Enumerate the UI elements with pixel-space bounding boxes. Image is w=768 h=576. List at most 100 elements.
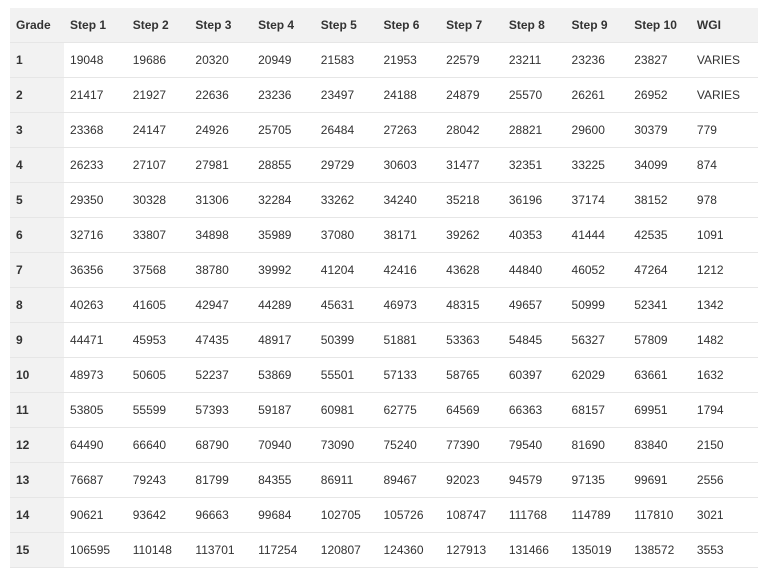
step-cell: 96663	[189, 498, 252, 533]
step-cell: 38171	[377, 218, 440, 253]
step-cell: 21927	[127, 78, 190, 113]
col-wgi: WGI	[691, 8, 758, 43]
grade-cell: 15	[10, 533, 64, 568]
step-cell: 110148	[127, 533, 190, 568]
step-cell: 19048	[64, 43, 127, 78]
step-cell: 41444	[566, 218, 629, 253]
step-cell: 60981	[315, 393, 378, 428]
table-row: 1190481968620320209492158321953225792321…	[10, 43, 758, 78]
step-cell: 30603	[377, 148, 440, 183]
step-cell: 93642	[127, 498, 190, 533]
grade-cell: 14	[10, 498, 64, 533]
step-cell: 56327	[566, 323, 629, 358]
step-cell: 44840	[503, 253, 566, 288]
step-cell: 44471	[64, 323, 127, 358]
step-cell: 42535	[628, 218, 691, 253]
step-cell: 113701	[189, 533, 252, 568]
step-cell: 47435	[189, 323, 252, 358]
step-cell: 44289	[252, 288, 315, 323]
step-cell: 33262	[315, 183, 378, 218]
step-cell: 76687	[64, 463, 127, 498]
step-cell: 20949	[252, 43, 315, 78]
step-cell: 106595	[64, 533, 127, 568]
wgi-cell: 779	[691, 113, 758, 148]
table-row: 1490621936429666399684102705105726108747…	[10, 498, 758, 533]
step-cell: 53363	[440, 323, 503, 358]
step-cell: 36356	[64, 253, 127, 288]
step-cell: 73090	[315, 428, 378, 463]
step-cell: 117810	[628, 498, 691, 533]
table-row: 7363563756838780399924120442416436284484…	[10, 253, 758, 288]
step-cell: 29350	[64, 183, 127, 218]
step-cell: 34898	[189, 218, 252, 253]
step-cell: 99691	[628, 463, 691, 498]
step-cell: 25570	[503, 78, 566, 113]
col-step-9: Step 9	[566, 8, 629, 43]
step-cell: 27981	[189, 148, 252, 183]
step-cell: 50399	[315, 323, 378, 358]
table-row: 4262332710727981288552972930603314773235…	[10, 148, 758, 183]
step-cell: 99684	[252, 498, 315, 533]
step-cell: 26484	[315, 113, 378, 148]
step-cell: 55501	[315, 358, 378, 393]
wgi-cell: VARIES	[691, 78, 758, 113]
step-cell: 92023	[440, 463, 503, 498]
table-row: 1376687792438179984355869118946792023945…	[10, 463, 758, 498]
step-cell: 70940	[252, 428, 315, 463]
col-step-10: Step 10	[628, 8, 691, 43]
step-cell: 33225	[566, 148, 629, 183]
step-cell: 48315	[440, 288, 503, 323]
table-row: 5293503032831306322843326234240352183619…	[10, 183, 758, 218]
step-cell: 75240	[377, 428, 440, 463]
step-cell: 54845	[503, 323, 566, 358]
col-step-7: Step 7	[440, 8, 503, 43]
step-cell: 57393	[189, 393, 252, 428]
step-cell: 35218	[440, 183, 503, 218]
step-cell: 83840	[628, 428, 691, 463]
grade-cell: 5	[10, 183, 64, 218]
step-cell: 32716	[64, 218, 127, 253]
step-cell: 27107	[127, 148, 190, 183]
step-cell: 23211	[503, 43, 566, 78]
step-cell: 23827	[628, 43, 691, 78]
grade-cell: 10	[10, 358, 64, 393]
step-cell: 105726	[377, 498, 440, 533]
step-cell: 26952	[628, 78, 691, 113]
step-cell: 77390	[440, 428, 503, 463]
grade-cell: 6	[10, 218, 64, 253]
table-row: 1264490666406879070940730907524077390795…	[10, 428, 758, 463]
step-cell: 26233	[64, 148, 127, 183]
step-cell: 41204	[315, 253, 378, 288]
step-cell: 43628	[440, 253, 503, 288]
step-cell: 24879	[440, 78, 503, 113]
step-cell: 69951	[628, 393, 691, 428]
step-cell: 33807	[127, 218, 190, 253]
step-cell: 39262	[440, 218, 503, 253]
step-cell: 68157	[566, 393, 629, 428]
step-cell: 60397	[503, 358, 566, 393]
wgi-cell: 1342	[691, 288, 758, 323]
step-cell: 120807	[315, 533, 378, 568]
col-step-4: Step 4	[252, 8, 315, 43]
step-cell: 48973	[64, 358, 127, 393]
table-row: 1510659511014811370111725412080712436012…	[10, 533, 758, 568]
step-cell: 62775	[377, 393, 440, 428]
grade-cell: 7	[10, 253, 64, 288]
step-cell: 124360	[377, 533, 440, 568]
step-cell: 89467	[377, 463, 440, 498]
step-cell: 39992	[252, 253, 315, 288]
step-cell: 31477	[440, 148, 503, 183]
grade-cell: 9	[10, 323, 64, 358]
step-cell: 34099	[628, 148, 691, 183]
table-row: 9444714595347435489175039951881533635484…	[10, 323, 758, 358]
step-cell: 81690	[566, 428, 629, 463]
step-cell: 108747	[440, 498, 503, 533]
step-cell: 29600	[566, 113, 629, 148]
step-cell: 86911	[315, 463, 378, 498]
step-cell: 40263	[64, 288, 127, 323]
step-cell: 79540	[503, 428, 566, 463]
wgi-cell: 3021	[691, 498, 758, 533]
step-cell: 29729	[315, 148, 378, 183]
wgi-cell: 3553	[691, 533, 758, 568]
step-cell: 19686	[127, 43, 190, 78]
